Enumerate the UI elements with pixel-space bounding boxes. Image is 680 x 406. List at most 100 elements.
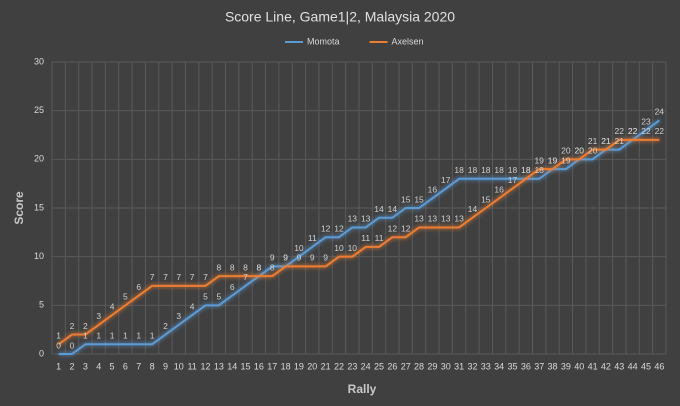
x-tick-label: 41 bbox=[588, 361, 598, 371]
x-tick-label: 42 bbox=[601, 361, 611, 371]
data-label: 10 bbox=[334, 243, 344, 253]
series-line bbox=[58, 119, 660, 355]
data-label: 3 bbox=[96, 311, 101, 321]
x-tick-label: 30 bbox=[441, 361, 451, 371]
x-tick-label: 35 bbox=[507, 361, 517, 371]
data-label: 19 bbox=[548, 155, 558, 165]
legend-label: Axelsen bbox=[392, 36, 424, 46]
x-tick-label: 20 bbox=[307, 361, 317, 371]
y-tick-label: 5 bbox=[39, 300, 44, 310]
data-label: 2 bbox=[163, 321, 168, 331]
x-tick-label: 34 bbox=[494, 361, 504, 371]
x-tick-label: 40 bbox=[574, 361, 584, 371]
data-label: 1 bbox=[83, 331, 88, 341]
data-label: 1 bbox=[110, 331, 115, 341]
x-tick-label: 9 bbox=[163, 361, 168, 371]
data-label: 19 bbox=[561, 155, 571, 165]
data-label: 21 bbox=[601, 136, 611, 146]
x-tick-label: 21 bbox=[321, 361, 331, 371]
x-tick-label: 36 bbox=[521, 361, 531, 371]
data-label: 22 bbox=[641, 126, 651, 136]
data-label: 18 bbox=[508, 165, 518, 175]
data-label: 22 bbox=[615, 126, 625, 136]
data-label: 9 bbox=[283, 253, 288, 263]
data-label: 22 bbox=[655, 126, 665, 136]
data-label: 9 bbox=[283, 253, 288, 263]
data-label: 14 bbox=[388, 204, 398, 214]
data-label: 18 bbox=[534, 165, 544, 175]
data-label: 18 bbox=[481, 165, 491, 175]
data-label: 11 bbox=[308, 233, 317, 243]
data-label: 4 bbox=[190, 301, 195, 311]
data-label: 20 bbox=[561, 146, 571, 156]
data-label: 8 bbox=[257, 262, 262, 272]
data-label: 5 bbox=[203, 292, 208, 302]
x-tick-label: 6 bbox=[123, 361, 128, 371]
x-tick-label: 29 bbox=[427, 361, 437, 371]
x-tick-label: 28 bbox=[414, 361, 424, 371]
data-label: 13 bbox=[361, 214, 371, 224]
x-tick-label: 1 bbox=[56, 361, 61, 371]
data-label: 2 bbox=[83, 321, 88, 331]
data-label: 18 bbox=[494, 165, 504, 175]
x-tick-label: 14 bbox=[227, 361, 237, 371]
y-tick-label: 0 bbox=[39, 348, 44, 358]
x-tick-label: 3 bbox=[83, 361, 88, 371]
data-label: 9 bbox=[323, 253, 328, 263]
data-label: 8 bbox=[243, 262, 248, 272]
data-label: 15 bbox=[414, 194, 424, 204]
x-tick-label: 19 bbox=[294, 361, 304, 371]
data-label: 22 bbox=[628, 126, 638, 136]
data-label: 10 bbox=[294, 243, 304, 253]
data-label: 15 bbox=[401, 194, 411, 204]
x-tick-label: 17 bbox=[267, 361, 277, 371]
data-label: 7 bbox=[163, 272, 168, 282]
data-label: 18 bbox=[521, 165, 531, 175]
data-label: 8 bbox=[257, 262, 262, 272]
x-tick-label: 31 bbox=[454, 361, 464, 371]
data-label: 21 bbox=[615, 136, 625, 146]
legend-label: Momota bbox=[307, 36, 340, 46]
data-label: 7 bbox=[190, 272, 195, 282]
x-tick-label: 2 bbox=[70, 361, 75, 371]
data-label: 13 bbox=[414, 214, 424, 224]
x-tick-label: 45 bbox=[641, 361, 651, 371]
data-label: 17 bbox=[508, 175, 518, 185]
data-label: 9 bbox=[297, 253, 302, 263]
x-tick-label: 10 bbox=[174, 361, 184, 371]
data-label: 7 bbox=[176, 272, 181, 282]
data-label: 1 bbox=[150, 331, 155, 341]
data-label: 21 bbox=[588, 136, 598, 146]
data-label: 8 bbox=[230, 262, 235, 272]
data-label: 1 bbox=[96, 331, 101, 341]
data-label: 1 bbox=[123, 331, 128, 341]
data-label: 7 bbox=[243, 272, 248, 282]
data-label: 13 bbox=[441, 214, 451, 224]
data-label: 12 bbox=[401, 223, 411, 233]
y-tick-label: 30 bbox=[34, 56, 44, 66]
x-tick-label: 46 bbox=[654, 361, 664, 371]
data-label: 24 bbox=[655, 107, 665, 117]
data-label: 14 bbox=[374, 204, 384, 214]
data-label: 16 bbox=[494, 185, 504, 195]
x-tick-label: 23 bbox=[347, 361, 357, 371]
data-label: 20 bbox=[575, 146, 585, 156]
data-label: 9 bbox=[270, 253, 275, 263]
data-label: 12 bbox=[388, 223, 398, 233]
x-tick-label: 7 bbox=[136, 361, 141, 371]
data-label: 11 bbox=[361, 233, 370, 243]
x-tick-label: 44 bbox=[628, 361, 638, 371]
data-label: 15 bbox=[481, 194, 491, 204]
y-tick-label: 15 bbox=[34, 202, 44, 212]
data-label: 20 bbox=[575, 146, 585, 156]
data-label: 5 bbox=[123, 292, 128, 302]
data-label: 17 bbox=[441, 175, 451, 185]
x-tick-label: 43 bbox=[614, 361, 624, 371]
data-label: 2 bbox=[70, 321, 75, 331]
chart-title: Score Line, Game1|2, Malaysia 2020 bbox=[225, 9, 455, 25]
x-tick-label: 24 bbox=[361, 361, 371, 371]
y-tick-label: 10 bbox=[34, 251, 44, 261]
